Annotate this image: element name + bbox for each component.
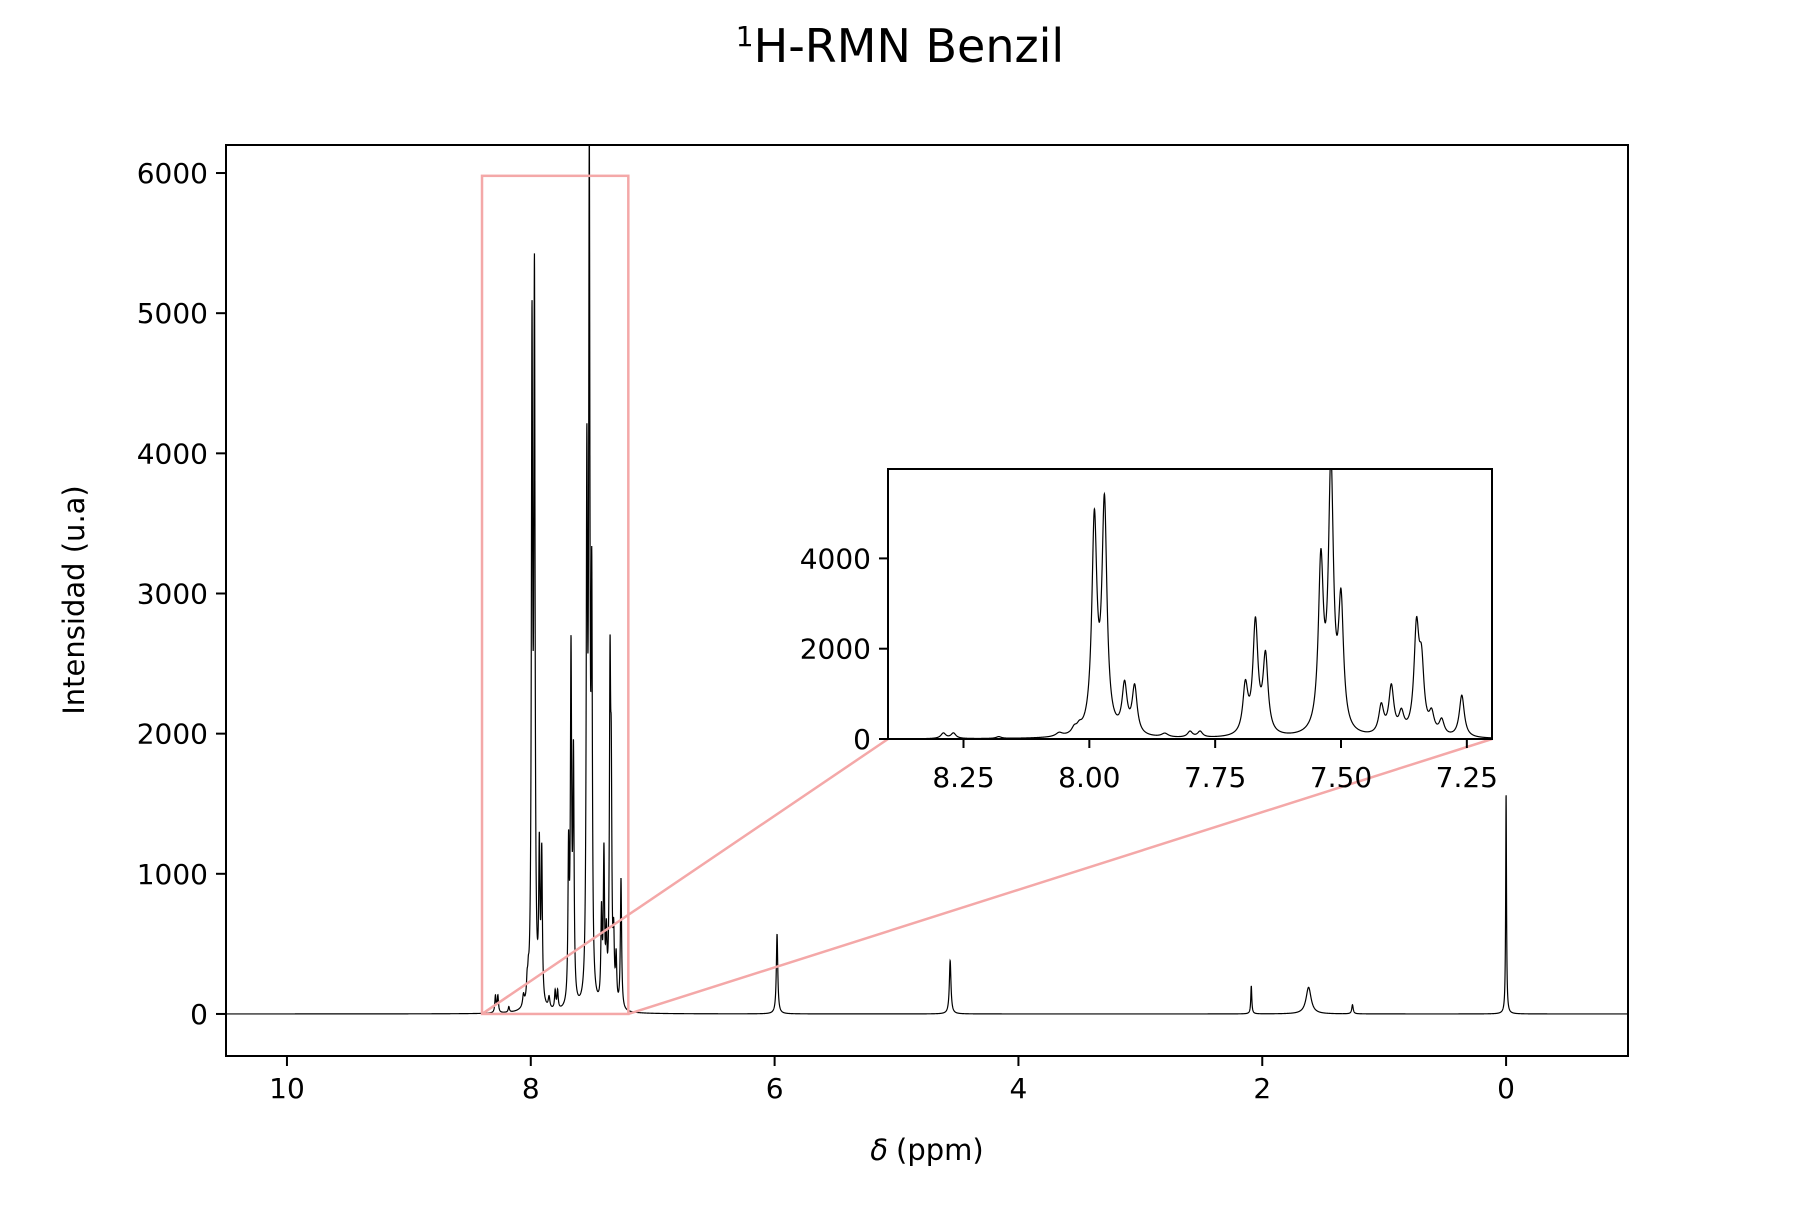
main-y-tick-label: 4000 (137, 437, 208, 470)
inset-plot-area: 8.25 8.00 7.75 7.50 7.25 0 2000 4000 (800, 468, 1498, 794)
main-y-tick-label: 3000 (137, 577, 208, 610)
main-y-tick-label: 2000 (137, 718, 208, 751)
inset-y-tick-label: 4000 (800, 542, 871, 575)
inset-y-tick-label: 2000 (800, 633, 871, 666)
x-axis-label-symbol: δ (870, 1133, 888, 1167)
zoom-connector-right (627, 737, 1493, 1016)
main-y-tick-label: 5000 (137, 297, 208, 330)
inset-x-tick-label: 8.00 (1058, 761, 1120, 794)
main-x-tick-label: 10 (269, 1072, 305, 1105)
main-x-tick-label: 2 (1253, 1072, 1271, 1105)
inset-x-tick-label: 7.25 (1436, 761, 1498, 794)
main-y-ticks: 0 1000 2000 3000 4000 5000 6000 (137, 157, 226, 1031)
main-spectrum-line (226, 145, 1628, 1015)
zoom-region-rect (480, 174, 630, 1016)
main-y-tick-label: 1000 (137, 858, 208, 891)
main-x-tick-label: 4 (1010, 1072, 1028, 1105)
main-x-tick-label: 6 (766, 1072, 784, 1105)
inset-x-tick-label: 7.75 (1184, 761, 1246, 794)
x-axis-label: δ (ppm) (870, 1133, 983, 1167)
inset-x-tick-label: 7.50 (1310, 761, 1372, 794)
main-y-tick-label: 0 (190, 998, 208, 1031)
zoom-indicator (480, 174, 1493, 1016)
main-x-tick-label: 8 (522, 1072, 540, 1105)
main-plot-frame (225, 144, 1629, 1057)
inset-y-tick-label: 0 (853, 723, 871, 756)
chart-title: 1H-RMN Benzil (736, 19, 1064, 73)
y-axis-label: Intensidad (u.a) (57, 485, 91, 715)
inset-background (888, 469, 1492, 739)
x-axis-label-unit: (ppm) (896, 1133, 984, 1167)
main-plot-area: 10 8 6 4 2 0 0 1000 2000 3000 4000 5000 6000 (137, 144, 1629, 1105)
main-y-tick-label: 6000 (137, 157, 208, 190)
inset-x-ticks: 8.25 8.00 7.75 7.50 7.25 (932, 739, 1498, 794)
inset-x-tick-label: 8.25 (932, 761, 994, 794)
inset-frame (887, 468, 1493, 740)
chart-title-superscript: 1 (736, 20, 754, 53)
main-x-tick-label: 0 (1497, 1072, 1515, 1105)
main-x-ticks: 10 8 6 4 2 0 (269, 1056, 1515, 1105)
chart-title-main: H-RMN Benzil (754, 19, 1065, 73)
inset-y-ticks: 0 2000 4000 (800, 542, 888, 756)
zoom-connector-left (481, 737, 889, 1015)
